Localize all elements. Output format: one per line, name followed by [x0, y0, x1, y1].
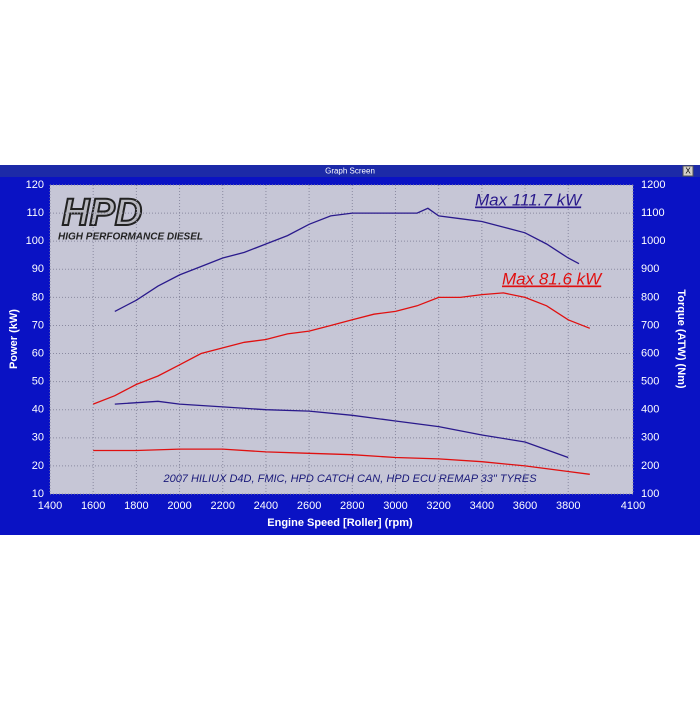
x-tick-label: 2400	[254, 500, 278, 512]
x-tick-label: 3600	[513, 500, 537, 512]
x-tick-label: 3400	[470, 500, 494, 512]
data-line	[114, 207, 580, 312]
y2-axis-label: Torque (ATW) (Nm)	[675, 289, 687, 389]
y2-tick-label: 1000	[641, 235, 665, 247]
x-tick-label: 3200	[426, 500, 450, 512]
x-tick-label: 1400	[38, 500, 62, 512]
x-tick-label: 2600	[297, 500, 321, 512]
y2-tick-label: 200	[641, 460, 659, 472]
x-tick-label: 1800	[124, 500, 148, 512]
y2-tick-label: 300	[641, 432, 659, 444]
y-tick-label: 40	[32, 404, 44, 416]
y-tick-label: 90	[32, 263, 44, 275]
x-tick-label: 2800	[340, 500, 364, 512]
y2-tick-label: 600	[641, 347, 659, 359]
y2-tick-label: 400	[641, 404, 659, 416]
window-title: Graph Screen	[325, 167, 375, 176]
close-label[interactable]: X	[685, 167, 691, 176]
x-axis-label: Engine Speed [Roller] (rpm)	[267, 517, 413, 529]
y-tick-label: 50	[32, 376, 44, 388]
annotation: 2007 HILIUX D4D, FMIC, HPD CATCH CAN, HP…	[162, 473, 537, 485]
logo-subtitle: HIGH PERFORMANCE DIESEL	[58, 232, 203, 243]
title-bar	[0, 165, 700, 177]
y2-tick-label: 500	[641, 376, 659, 388]
x-tick-label: 4100	[621, 500, 645, 512]
annotation: Max 81.6 kW	[502, 269, 603, 288]
close-button[interactable]	[682, 165, 694, 177]
x-tick-label: 2000	[167, 500, 191, 512]
y2-tick-label: 800	[641, 291, 659, 303]
data-line	[92, 292, 591, 405]
annotation: Max 111.7 kW	[475, 190, 583, 209]
y-tick-label: 70	[32, 319, 44, 331]
y-tick-label: 20	[32, 460, 44, 472]
y-tick-label: 30	[32, 432, 44, 444]
y2-tick-label: 100	[641, 488, 659, 500]
data-line	[93, 448, 590, 475]
x-tick-label: 3800	[556, 500, 580, 512]
y-tick-label: 120	[26, 179, 44, 191]
x-tick-label: 2200	[210, 500, 234, 512]
data-line	[114, 400, 569, 459]
y-tick-label: 60	[32, 347, 44, 359]
y2-tick-label: 1100	[641, 207, 665, 219]
y-tick-label: 10	[32, 488, 44, 500]
x-tick-label: 3000	[383, 500, 407, 512]
x-tick-label: 1600	[81, 500, 105, 512]
y2-tick-label: 1200	[641, 179, 665, 191]
plot-area	[50, 185, 633, 494]
y-tick-label: 110	[26, 207, 44, 219]
y-tick-label: 80	[32, 291, 44, 303]
y-tick-label: 100	[26, 235, 44, 247]
y2-tick-label: 700	[641, 319, 659, 331]
y2-tick-label: 900	[641, 263, 659, 275]
y-axis-label: Power (kW)	[8, 309, 20, 369]
